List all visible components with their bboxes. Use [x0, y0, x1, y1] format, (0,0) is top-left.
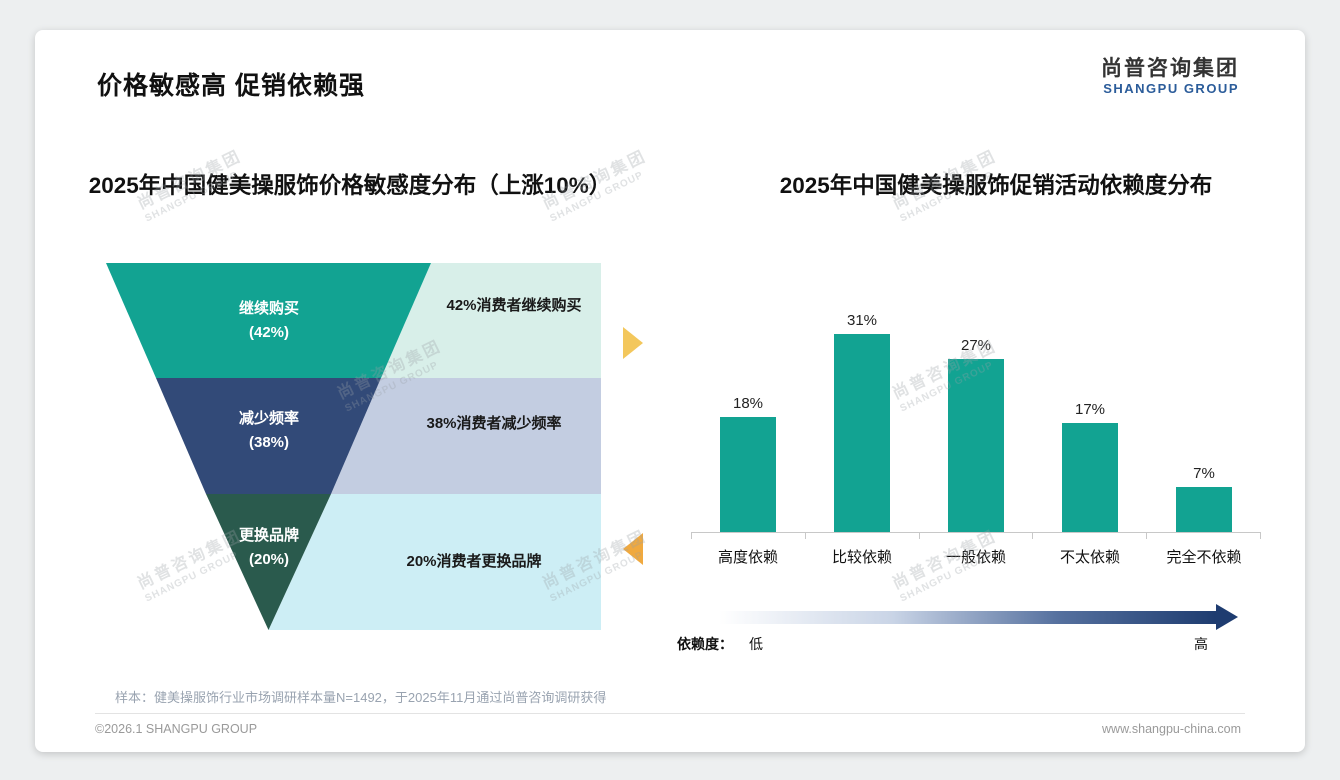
slide-card: 尚普咨询集团 SHANGPU GROUP 尚普咨询集团 SHANGPU GROU… [35, 30, 1305, 752]
right-arrow-marker-icon [623, 327, 643, 359]
footer-divider [95, 713, 1245, 714]
bar-category-label: 比较依赖 [831, 549, 892, 566]
website-text: www.shangpu-china.com [1102, 722, 1241, 736]
price-sensitivity-funnel: 继续购买 (42%) 减少频率 (38%) 更换品牌 (20%) 42%消费者继… [106, 263, 601, 630]
bar-category-label: 高度依赖 [717, 549, 778, 566]
bar-value-label: 7% [1193, 465, 1215, 482]
bar-column: 18% [691, 395, 805, 532]
axis-title: 依赖度： [677, 636, 733, 652]
bar-value-label: 27% [960, 337, 992, 354]
category-labels-row: 高度依赖 比较依赖 一般依赖 不太依赖 完全不依赖 [691, 546, 1261, 567]
axis-high-label: 高 [1194, 636, 1208, 652]
bar-column: 7% [1147, 465, 1261, 532]
bar [948, 359, 1004, 532]
bar [1176, 487, 1232, 532]
bar-category-label: 完全不依赖 [1166, 549, 1242, 566]
dependency-gradient-arrow [719, 604, 1238, 630]
dependency-axis-labels: 依赖度： 低 高 [677, 634, 1238, 654]
axis-tick [1259, 533, 1261, 539]
funnel-segment-1 [106, 263, 431, 378]
funnel-segment-3-value: (20%) [249, 551, 289, 568]
logo-en-text: SHANGPU GROUP [1103, 81, 1239, 97]
funnel-segment-1-label: 继续购买 [239, 299, 299, 317]
left-arrow-marker-icon [623, 533, 643, 565]
axis-ticks-row [691, 533, 1261, 539]
bar-value-label: 17% [1074, 401, 1106, 418]
bar [720, 417, 776, 532]
bar [1062, 423, 1118, 532]
funnel-segment-2-value: (38%) [249, 434, 289, 451]
axis-tick [1146, 533, 1148, 539]
bar-value-label: 31% [846, 312, 878, 329]
bar-category-label: 一般依赖 [945, 549, 1006, 566]
funnel-desc-box-1 [381, 263, 601, 378]
bar-value-label: 18% [732, 395, 764, 412]
arrowhead-icon [1216, 604, 1238, 630]
axis-low-label: 低 [749, 636, 763, 652]
bar-column: 17% [1033, 401, 1147, 532]
bar-column: 27% [919, 337, 1033, 532]
sample-note: 样本：健美操服饰行业市场调研样本量N=1492，于2025年11月通过尚普咨询调… [115, 690, 607, 705]
funnel-segment-1-value: (42%) [249, 324, 289, 341]
axis-tick [1032, 533, 1034, 539]
funnel-segment-2-label: 减少频率 [239, 409, 299, 427]
funnel-segment-3-label: 更换品牌 [239, 526, 299, 544]
funnel-desc-3: 20%消费者更换品牌 [406, 552, 541, 570]
funnel-desc-1: 42%消费者继续购买 [446, 296, 581, 314]
page-title: 价格敏感高 促销依赖强 [97, 72, 365, 100]
bar-chart-title: 2025年中国健美操服饰促销活动依赖度分布 [779, 173, 1213, 198]
funnel-desc-box-3 [268, 494, 601, 630]
funnel-segment-3 [206, 494, 331, 630]
funnel-desc-box-2 [331, 378, 601, 494]
axis-tick [918, 533, 920, 539]
funnel-chart-title: 2025年中国健美操服饰价格敏感度分布（上涨10%） [88, 173, 612, 198]
gradient-bar [719, 610, 1216, 624]
x-axis-line [691, 532, 1261, 533]
company-logo: 尚普咨询集团 SHANGPU GROUP [1101, 56, 1239, 97]
axis-tick [804, 533, 806, 539]
axis-tick [691, 533, 692, 539]
bar-category-label: 不太依赖 [1059, 549, 1120, 566]
funnel-desc-2: 38%消费者减少频率 [426, 414, 561, 432]
copyright-text: ©2026.1 SHANGPU GROUP [95, 722, 258, 736]
logo-cn-text: 尚普咨询集团 [1101, 57, 1239, 80]
bars-row: 18% 31% 27% 17% 7% [691, 298, 1261, 532]
bar [834, 334, 890, 532]
promo-dependency-bar-chart: 18% 31% 27% 17% 7% 高度依赖 比较依赖 一般依赖 不太依赖 完全不依赖 [691, 298, 1261, 567]
funnel-segment-2 [156, 378, 381, 494]
bar-column: 31% [805, 312, 919, 532]
